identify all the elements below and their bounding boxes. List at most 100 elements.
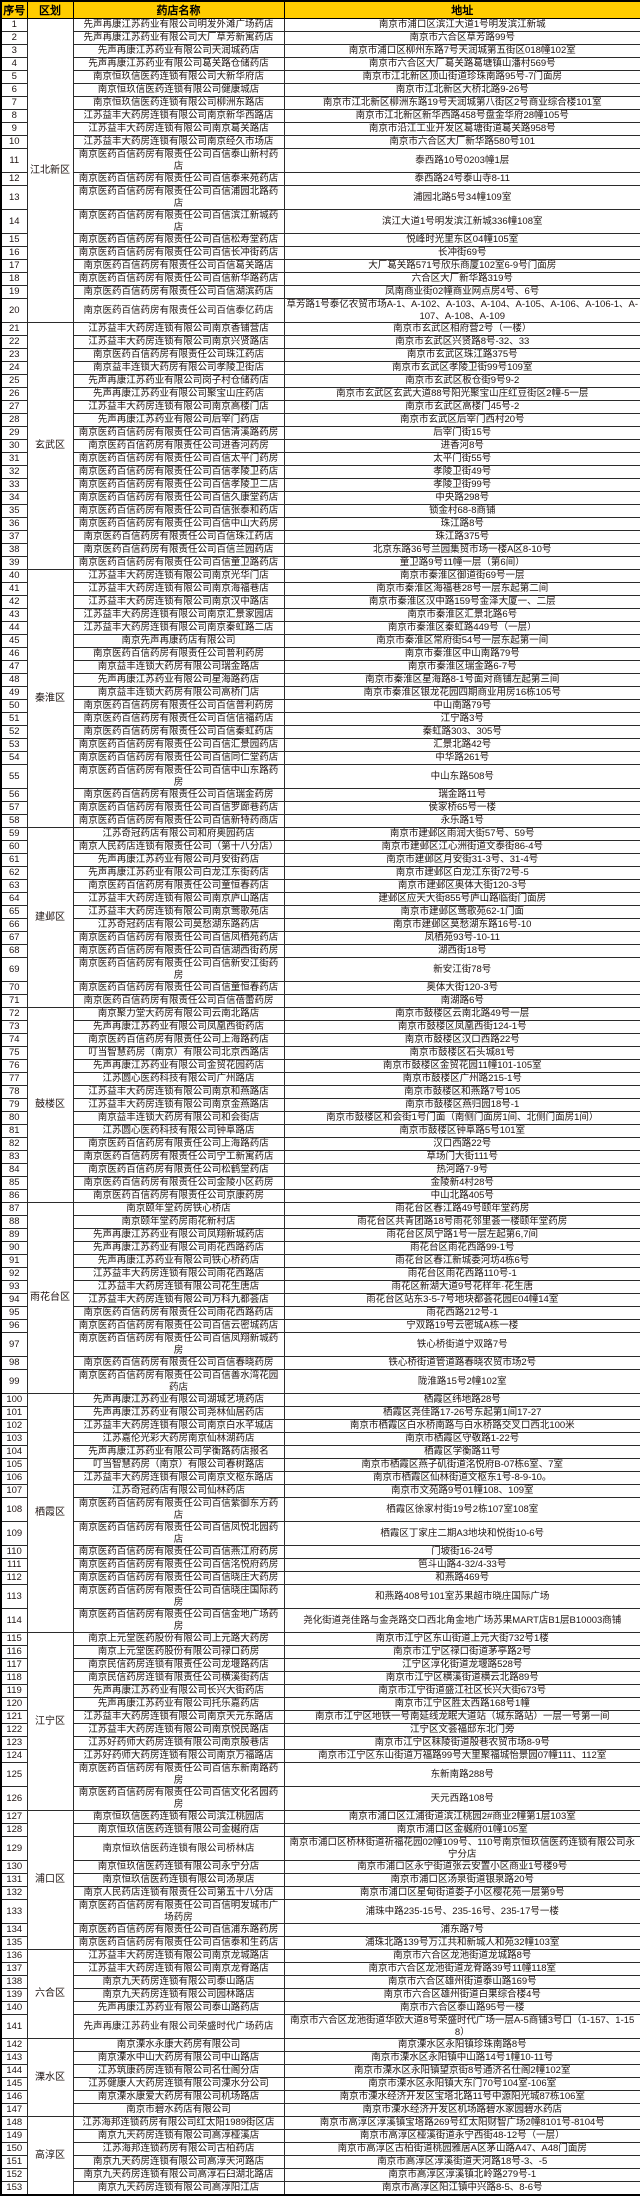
address-cell: 南京市鼓楼区和燕路7号105 (283, 1085, 640, 1099)
address-cell: 南京市六合区草芳路99号 (283, 31, 640, 45)
pharmacy-name-cell: 南京医药百信药房有限责任公司上海路药店 (72, 1033, 285, 1047)
table-row: 5 南京恒玖信医药连锁有限公司大新华府店 南京市江北新区顶山街道珍珠南路95号-7门… (0, 70, 640, 84)
address-cell: 南湖路6号 (283, 994, 640, 1008)
pharmacy-name-cell: 江苏圆心医药科技有限公司钟阜路店 (72, 1124, 285, 1138)
table-row: 113 南京医药百信药房有限责任公司百信晓庄国际药房 和燕路408号101室苏果超市… (0, 1584, 640, 1609)
pharmacy-name-cell: 南京恒玖信医药连锁有限公司汤泉店 (72, 1873, 285, 1887)
seq-cell: 146 (0, 2090, 28, 2104)
seq-cell: 15 (0, 233, 28, 247)
table-row: 75 叮当智慧药房（南京）有限公司北京西路店 南京市鼓楼区石头城81号 (0, 1046, 640, 1060)
address-cell: 南京市文苑路9号01幢108、109室 (283, 1484, 640, 1498)
seq-cell: 75 (0, 1046, 28, 1060)
table-row: 135 南京医药百信药房有限责任公司百信泰和生药店 浦珠北路139号万江共和新城人和… (0, 1936, 640, 1950)
pharmacy-name-cell: 南京医药百信药房有限责任公司百信泰和生药店 (72, 1936, 285, 1950)
table-row: 112 南京医药百信药房有限责任公司百信晓庄大药房 和燕路469号 (0, 1571, 640, 1585)
address-cell: 南京市鼓楼区石头城81号 (283, 1046, 640, 1060)
address-cell: 童卫路9号11幢一层（第6间） (283, 556, 640, 570)
seq-cell: 22 (0, 335, 28, 349)
table-row: 62 先声再康江苏药业有限公司白龙江东街药店 南京市建邺区白龙江东街72号-5 (0, 866, 640, 880)
address-cell: 南京市浦口区桥林街道祈福花园02幢109号、110号南京恒玖信医药连锁有限公司永… (283, 1836, 640, 1861)
pharmacy-name-cell: 南京恒玖信医药连锁有限公司金樾府店 (72, 1823, 285, 1837)
seq-cell: 140 (0, 2001, 28, 2015)
seq-cell: 73 (0, 1020, 28, 1034)
table-row: 48 先声再康江苏药业有限公司星海路药店 南京市秦淮区星海路8-1号面对商铺左起第三… (0, 673, 640, 687)
seq-cell: 36 (0, 517, 28, 531)
table-row: 19 南京医药百信药房有限责任公司百信湖滨药店 凤南商业街02幢商业网点房4号、6号 (0, 285, 640, 299)
address-cell: 汉口西路22号 (283, 1137, 640, 1151)
table-row: 97 南京医药百信药房有限责任公司百信凤翔新城药房 铁心桥街道宁双路7号 (0, 1332, 640, 1357)
table-row: 143 南京溧水中山大药房有限公司中山路店 南京市溧水区永阳镇中山路14号1幢10-… (0, 2051, 640, 2065)
table-row: 122 江苏益丰大药房连锁有限公司南京悦民路店 江宁区文荟福邸东北门旁 (0, 1723, 640, 1737)
pharmacy-name-cell: 叮当智慧药房（南京）有限公司北京西路店 (72, 1046, 285, 1060)
address-cell: 南京市鼓楼区广州路215-1号 (283, 1072, 640, 1086)
pharmacy-name-cell: 南京医药百信药房有限责任公司金陵小区药房 (72, 1176, 285, 1190)
address-cell: 后宰门街15号 (283, 426, 640, 440)
seq-cell: 147 (0, 2103, 28, 2117)
address-cell: 南京市秦淮区银龙花园四期商业用房16栋105号 (283, 686, 640, 700)
seq-cell: 129 (0, 1836, 28, 1861)
table-row: 79 江苏益丰大药房连锁有限公司南京金燕路店 南京市鼓楼区燕归园18号-1 (0, 1098, 640, 1112)
pharmacy-name-cell: 先声再康江苏药业有限公司长兴大街药店 (72, 1684, 285, 1698)
district-cell: 玄武区 (26, 322, 74, 570)
seq-cell: 85 (0, 1176, 28, 1190)
address-cell: 滨江大道1号明发滨江新城336幢108室 (283, 209, 640, 234)
pharmacy-name-cell: 南京医药百信药房有限责任公司百信明发城市广场药房 (72, 1899, 285, 1924)
seq-cell: 92 (0, 1267, 28, 1281)
table-row: 147 南京市碧水药店有限公司 南京市溧水经济开发区机场路碧水家园碧水药店 (0, 2103, 640, 2117)
seq-cell: 49 (0, 686, 28, 700)
pharmacy-name-cell: 江苏奇冠药店有限公司仙林药店 (72, 1484, 285, 1498)
seq-cell: 18 (0, 272, 28, 286)
seq-cell: 2 (0, 31, 28, 45)
pharmacy-name-cell: 南京医药百信药房有限责任公司百信久康堂药店 (72, 491, 285, 505)
pharmacy-name-cell: 江苏益丰大药房连锁有限公司南京金燕路店 (72, 1098, 285, 1112)
table-row: 94 江苏益丰大药房连锁有限公司万科九都荟店 雨花台区站东3-5-7号地块都荟花园E… (0, 1293, 640, 1307)
seq-cell: 13 (0, 185, 28, 210)
address-cell: 南京市六合区大厂葛关路葛塘镇山潘村569号 (283, 57, 640, 71)
address-cell: 大厂葛关路571号欣乐商厦102室6-9号门面房 (283, 259, 640, 273)
pharmacy-name-cell: 南京医药百信药房有限责任公司百信孝陵卫二店 (72, 478, 285, 492)
seq-cell: 100 (0, 1393, 28, 1407)
address-cell: 江宁区文荟福邸东北门旁 (283, 1723, 640, 1737)
address-cell: 南京市溧水区永阳镇中山路14号1幢10-11号 (283, 2051, 640, 2065)
seq-cell: 126 (0, 1786, 28, 1811)
table-row: 137 江苏益丰大药房连锁有限公司南京龙脊路店 南京市六合区龙池街道龙脊路39号11… (0, 1962, 640, 1976)
table-row: 139 南京九天药房连锁有限公司园林路店 南京市六合区雄州街道白果综合楼4号 (0, 1988, 640, 2002)
seq-cell: 43 (0, 608, 28, 622)
table-row: 7 南京恒玖信医药连锁有限公司柳洲东路店 南京市江北新区柳洲东路19号天润城第八街区… (0, 96, 640, 110)
table-row: 74 南京医药百信药房有限责任公司上海路药店 南京市鼓楼区汉口西路22号 (0, 1033, 640, 1047)
pharmacy-name-cell: 江苏圆心医药科技有限公司广州路店 (72, 1072, 285, 1086)
address-cell: 南京市高淳区古柏街道桃园雅居A区茅山路A47、A48门面房 (283, 2142, 640, 2156)
pharmacy-name-cell: 南京医药百信药房有限责任公司百信中山东路药房 (72, 764, 285, 789)
pharmacy-name-cell: 南京医药百信药房有限责任公司百信紫御东方药店 (72, 1497, 285, 1522)
address-cell: 南京市玄武区玄武大道88号阳光聚宝山庄红豆街区2幢-5一层 (283, 387, 640, 401)
table-row: 114 南京医药百信药房有限责任公司百信金地广场药房 尧化街道尧佳路与金尧路交口西北… (0, 1608, 640, 1633)
table-row: 140 先声再康江苏药业有限公司泰山路药店 南京市六合区泰山路95号一楼 (0, 2001, 640, 2015)
address-cell: 南京溧水区永阳镇珍珠南路8号 (283, 2038, 640, 2052)
pharmacy-name-cell: 南京先声再康药店有限公司 (72, 634, 285, 648)
table-row: 63 南京医药百信药房有限责任公司童恒春药店 南京市建邺区奥体大街120-3号 (0, 879, 640, 893)
pharmacy-name-cell: 先声再康江苏药业有限公司雨花西路药店 (72, 1241, 285, 1255)
address-cell: 南京市建邺区莫愁湖东路16号-10 (283, 918, 640, 932)
address-cell: 南京市浦口区星甸街道娄子小区樱花苑一层第9号 (283, 1886, 640, 1900)
seq-cell: 101 (0, 1406, 28, 1420)
table-row: 86 南京医药百信药房有限责任公司京康药房 中山北路405号 (0, 1189, 640, 1203)
table-row: 85 南京医药百信药房有限责任公司金陵小区药房 金陵新4村28号 (0, 1176, 640, 1190)
seq-cell: 42 (0, 595, 28, 609)
seq-cell: 11 (0, 148, 28, 173)
table-row: 17 南京医药百信药房有限责任公司百信葛关路店 大厂葛关路571号欣乐商厦102室6… (0, 259, 640, 273)
seq-cell: 151 (0, 2155, 28, 2169)
pharmacy-name-cell: 南京益丰连锁大药房有限公司瑞金路店 (72, 660, 285, 674)
table-row: 150 江苏海邦连锁药房有限公司古柏药店 南京市高淳区古柏街道桃园雅居A区茅山路A4… (0, 2142, 640, 2156)
address-cell: 南京市浦口区汤泉街道银泉路20号 (283, 1873, 640, 1887)
pharmacy-name-cell: 南京医药百信药房有限责任公司百信善水湾花园药店 (72, 1369, 285, 1394)
seq-cell: 112 (0, 1571, 28, 1585)
table-row: 65 江苏益丰大药房连锁有限公司南京莺歌苑店 南京市建邺区莺歌苑62-1门面 (0, 905, 640, 919)
table-row: 68 南京医药百信药房有限责任公司百信湖西街药房 湖西街18号 (0, 944, 640, 958)
seq-cell: 10 (0, 135, 28, 149)
table-row: 129 南京恒玖信医药连锁有限公司桥林店 南京市浦口区桥林街道祈福花园02幢109号… (0, 1836, 640, 1861)
table-row: 26 先声再康江苏药业有限公司聚宝山庄药店 南京市玄武区玄武大道88号阳光聚宝山庄红… (0, 387, 640, 401)
address-cell: 门坡街16-24号 (283, 1545, 640, 1559)
table-row: 66 江苏奇冠药店有限公司莫愁湖东路药店 南京市建邺区莫愁湖东路16号-10 (0, 918, 640, 932)
seq-cell: 109 (0, 1521, 28, 1546)
pharmacy-name-cell: 南京医药百信药房有限责任公司百信凤栖苑药店 (72, 931, 285, 945)
